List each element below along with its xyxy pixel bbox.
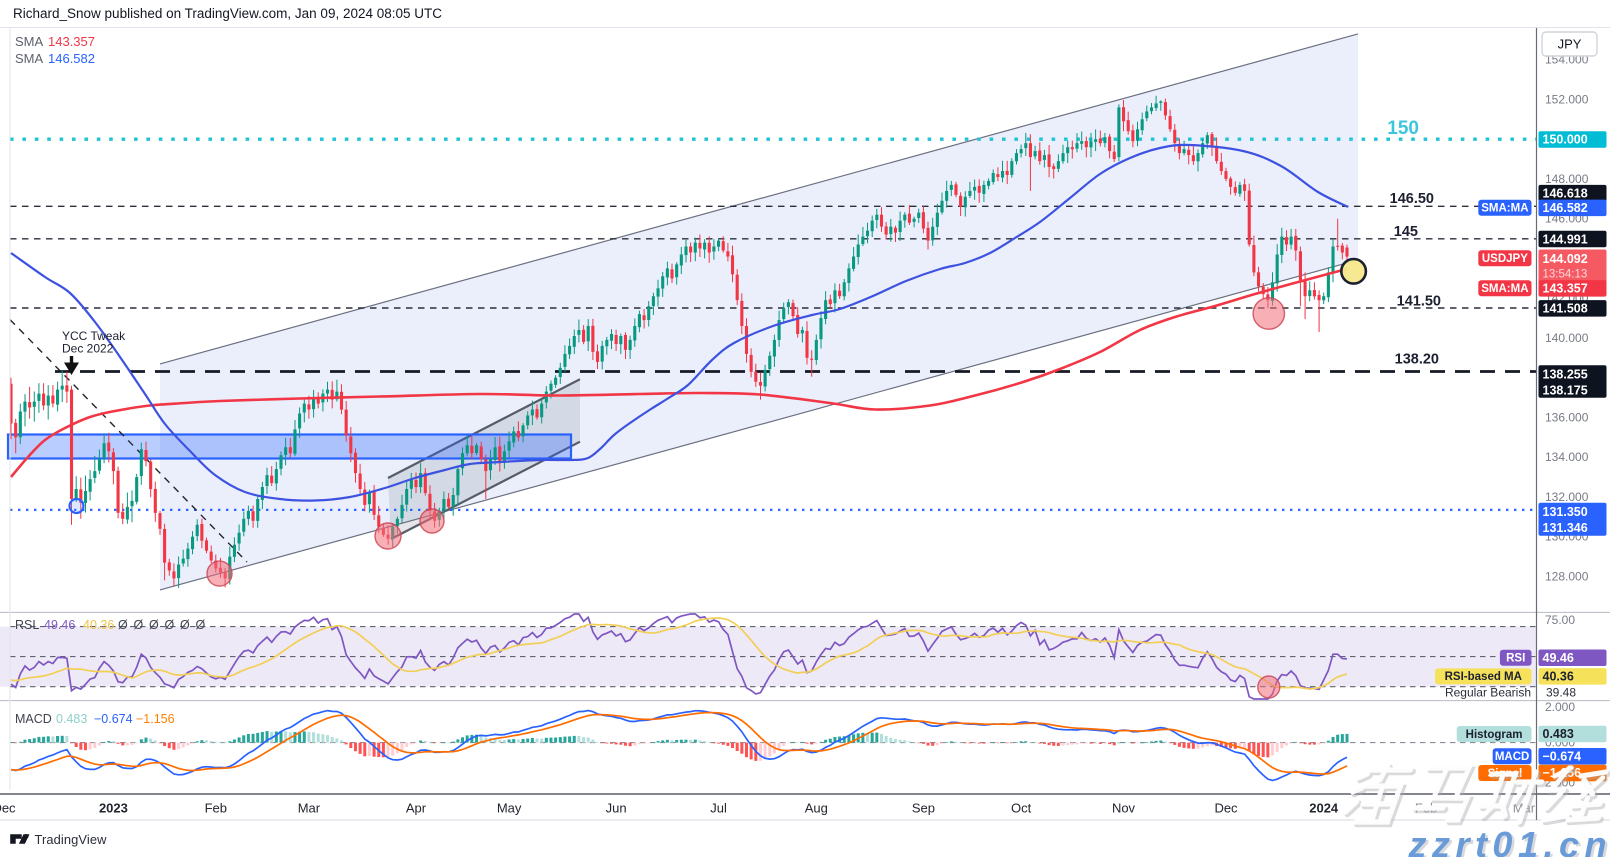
svg-text:Mar: Mar xyxy=(298,801,321,816)
svg-text:140.000: 140.000 xyxy=(1545,331,1589,345)
svg-text:39.48: 39.48 xyxy=(1546,686,1576,700)
svg-text:138.255: 138.255 xyxy=(1543,367,1588,381)
svg-text:146.50: 146.50 xyxy=(1390,191,1434,207)
svg-text:146.582: 146.582 xyxy=(48,51,95,66)
svg-text:2024: 2024 xyxy=(1309,801,1339,816)
svg-text:−1.156: −1.156 xyxy=(136,712,175,726)
svg-text:MACD: MACD xyxy=(15,712,52,726)
svg-text:Sep: Sep xyxy=(912,801,935,816)
svg-text:148.000: 148.000 xyxy=(1545,172,1589,186)
svg-text:Dec: Dec xyxy=(0,801,16,816)
svg-text:146.582: 146.582 xyxy=(1543,201,1588,215)
svg-text:Nov: Nov xyxy=(1112,801,1136,816)
svg-text:150: 150 xyxy=(1387,118,1419,139)
svg-text:Ø: Ø xyxy=(180,618,190,632)
svg-text:Apr: Apr xyxy=(406,801,427,816)
svg-text:131.350: 131.350 xyxy=(1543,505,1588,519)
svg-text:Richard_Snow published on Trad: Richard_Snow published on TradingView.co… xyxy=(13,6,442,21)
svg-text:40.36: 40.36 xyxy=(1543,670,1574,684)
svg-text:RSL: RSL xyxy=(15,618,39,632)
svg-text:49.46: 49.46 xyxy=(44,618,75,632)
svg-text:YCC Tweak: YCC Tweak xyxy=(62,329,126,343)
svg-text:2023: 2023 xyxy=(99,801,128,816)
svg-text:146.618: 146.618 xyxy=(1543,186,1588,200)
svg-text:SMA:MA: SMA:MA xyxy=(1481,283,1528,295)
svg-text:Ø: Ø xyxy=(165,618,175,632)
svg-text:Jul: Jul xyxy=(710,801,727,816)
svg-text:Ø: Ø xyxy=(149,618,159,632)
svg-text:SMA: SMA xyxy=(15,34,44,49)
svg-text:MACD: MACD xyxy=(1495,751,1530,763)
svg-text:132.000: 132.000 xyxy=(1545,490,1589,504)
svg-text:RSI-based MA: RSI-based MA xyxy=(1445,671,1522,683)
svg-text:0.483: 0.483 xyxy=(56,712,87,726)
svg-text:zzrt01.cn: zzrt01.cn xyxy=(1407,824,1610,857)
svg-text:−0.674: −0.674 xyxy=(1543,749,1582,763)
svg-text:13:54:13: 13:54:13 xyxy=(1543,269,1588,281)
svg-text:0.483: 0.483 xyxy=(1543,727,1574,741)
svg-text:136.000: 136.000 xyxy=(1545,411,1589,425)
svg-text:Ø: Ø xyxy=(118,618,128,632)
svg-text:40.36: 40.36 xyxy=(83,618,114,632)
svg-text:Histogram: Histogram xyxy=(1466,729,1523,741)
svg-text:Jun: Jun xyxy=(606,801,627,816)
svg-text:134.000: 134.000 xyxy=(1545,450,1589,464)
svg-text:128.000: 128.000 xyxy=(1545,570,1589,584)
svg-text:141.50: 141.50 xyxy=(1397,294,1441,310)
svg-text:143.357: 143.357 xyxy=(1543,282,1588,296)
svg-text:152.000: 152.000 xyxy=(1545,92,1589,106)
svg-text:150.000: 150.000 xyxy=(1543,133,1588,147)
svg-text:SMA: SMA xyxy=(15,51,44,66)
svg-text:Dec: Dec xyxy=(1214,801,1238,816)
svg-text:Oct: Oct xyxy=(1011,801,1032,816)
svg-text:141.508: 141.508 xyxy=(1543,302,1588,316)
svg-text:Dec 2022: Dec 2022 xyxy=(62,342,114,356)
svg-text:May: May xyxy=(497,801,522,816)
svg-text:−0.674: −0.674 xyxy=(94,712,133,726)
svg-text:TradingView: TradingView xyxy=(35,832,108,847)
svg-text:49.46: 49.46 xyxy=(1543,651,1574,665)
svg-text:144.991: 144.991 xyxy=(1543,232,1588,246)
svg-text:138.175: 138.175 xyxy=(1543,383,1588,397)
svg-text:zzrt01.cn: zzrt01.cn xyxy=(1410,826,1610,857)
svg-text:2.000: 2.000 xyxy=(1545,700,1575,714)
svg-text:RSI: RSI xyxy=(1506,653,1525,665)
svg-text:75.00: 75.00 xyxy=(1545,613,1575,627)
svg-text:Ø: Ø xyxy=(196,618,206,632)
svg-text:143.357: 143.357 xyxy=(48,34,95,49)
svg-text:Ø: Ø xyxy=(134,618,144,632)
svg-text:Feb: Feb xyxy=(205,801,227,816)
svg-text:Aug: Aug xyxy=(805,801,828,816)
svg-text:144.092: 144.092 xyxy=(1543,252,1588,266)
svg-text:Regular Bearish: Regular Bearish xyxy=(1445,686,1531,700)
svg-text:131.346: 131.346 xyxy=(1543,521,1588,535)
svg-text:145: 145 xyxy=(1394,224,1418,240)
svg-text:USDJPY: USDJPY xyxy=(1482,253,1528,265)
svg-text:JPY: JPY xyxy=(1558,37,1582,52)
svg-text:SMA:MA: SMA:MA xyxy=(1481,203,1528,215)
svg-text:138.20: 138.20 xyxy=(1395,352,1439,368)
